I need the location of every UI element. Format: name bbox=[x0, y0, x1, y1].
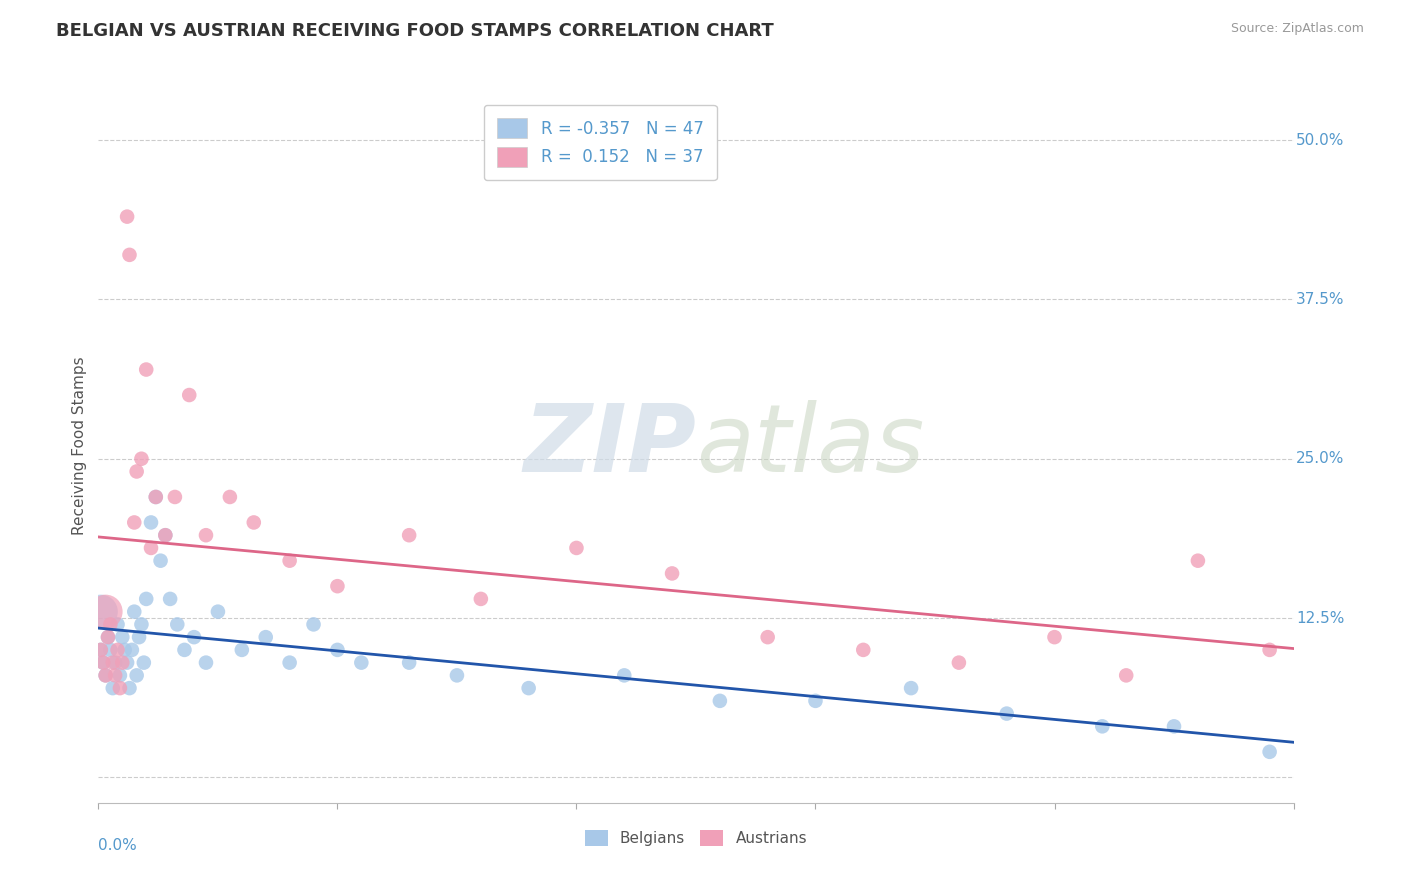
Point bbox=[124, 516, 146, 530]
Text: 0.0%: 0.0% bbox=[98, 838, 138, 854]
Point bbox=[1258, 643, 1281, 657]
Point bbox=[139, 516, 162, 530]
Point bbox=[446, 668, 468, 682]
Point bbox=[101, 656, 124, 670]
Point bbox=[166, 617, 188, 632]
Point bbox=[114, 643, 136, 657]
Point bbox=[231, 643, 253, 657]
Point bbox=[145, 490, 167, 504]
Point bbox=[128, 630, 150, 644]
Point bbox=[517, 681, 540, 695]
Point bbox=[219, 490, 242, 504]
Point bbox=[149, 554, 172, 568]
Legend: Belgians, Austrians: Belgians, Austrians bbox=[579, 824, 813, 852]
Point bbox=[131, 451, 153, 466]
Point bbox=[90, 643, 112, 657]
Point bbox=[104, 656, 127, 670]
Point bbox=[94, 668, 117, 682]
Point bbox=[173, 643, 195, 657]
Point bbox=[125, 465, 148, 479]
Point bbox=[115, 210, 138, 224]
Point bbox=[139, 541, 162, 555]
Point bbox=[91, 656, 114, 670]
Text: ZIP: ZIP bbox=[523, 400, 696, 492]
Point bbox=[107, 617, 129, 632]
Point bbox=[132, 656, 155, 670]
Point bbox=[101, 681, 124, 695]
Point bbox=[108, 681, 131, 695]
Point bbox=[470, 591, 492, 606]
Point bbox=[135, 362, 157, 376]
Point bbox=[125, 668, 148, 682]
Point bbox=[131, 617, 153, 632]
Point bbox=[115, 656, 138, 670]
Point bbox=[565, 541, 588, 555]
Point bbox=[90, 643, 112, 657]
Point bbox=[94, 605, 117, 619]
Point bbox=[278, 656, 301, 670]
Point bbox=[98, 617, 122, 632]
Point bbox=[398, 656, 420, 670]
Point bbox=[97, 630, 120, 644]
Point bbox=[163, 490, 186, 504]
Point bbox=[398, 528, 420, 542]
Text: 25.0%: 25.0% bbox=[1296, 451, 1344, 467]
Point bbox=[111, 656, 134, 670]
Point bbox=[1115, 668, 1137, 682]
Point bbox=[243, 516, 266, 530]
Point bbox=[97, 630, 120, 644]
Point bbox=[948, 656, 970, 670]
Point bbox=[852, 643, 875, 657]
Point bbox=[195, 656, 218, 670]
Point bbox=[326, 579, 349, 593]
Point bbox=[661, 566, 683, 581]
Text: 37.5%: 37.5% bbox=[1296, 292, 1344, 307]
Point bbox=[302, 617, 325, 632]
Point bbox=[121, 643, 143, 657]
Point bbox=[108, 668, 131, 682]
Point bbox=[107, 643, 129, 657]
Text: 50.0%: 50.0% bbox=[1296, 133, 1344, 148]
Point bbox=[159, 591, 181, 606]
Point bbox=[90, 605, 112, 619]
Point bbox=[709, 694, 731, 708]
Point bbox=[155, 528, 177, 542]
Point bbox=[155, 528, 177, 542]
Point bbox=[179, 388, 201, 402]
Point bbox=[613, 668, 636, 682]
Point bbox=[124, 605, 146, 619]
Point bbox=[1187, 554, 1209, 568]
Point bbox=[756, 630, 779, 644]
Point bbox=[195, 528, 218, 542]
Point bbox=[91, 656, 114, 670]
Point bbox=[1091, 719, 1114, 733]
Point bbox=[118, 681, 141, 695]
Point bbox=[350, 656, 373, 670]
Point bbox=[111, 630, 134, 644]
Text: BELGIAN VS AUSTRIAN RECEIVING FOOD STAMPS CORRELATION CHART: BELGIAN VS AUSTRIAN RECEIVING FOOD STAMP… bbox=[56, 22, 773, 40]
Point bbox=[900, 681, 922, 695]
Point bbox=[804, 694, 827, 708]
Text: 12.5%: 12.5% bbox=[1296, 610, 1344, 625]
Text: Source: ZipAtlas.com: Source: ZipAtlas.com bbox=[1230, 22, 1364, 36]
Point bbox=[1258, 745, 1281, 759]
Point bbox=[104, 668, 127, 682]
Point bbox=[254, 630, 277, 644]
Point bbox=[1043, 630, 1066, 644]
Point bbox=[135, 591, 157, 606]
Point bbox=[995, 706, 1018, 721]
Y-axis label: Receiving Food Stamps: Receiving Food Stamps bbox=[72, 357, 87, 535]
Point bbox=[207, 605, 229, 619]
Point bbox=[98, 643, 122, 657]
Point bbox=[326, 643, 349, 657]
Point bbox=[183, 630, 205, 644]
Text: atlas: atlas bbox=[696, 401, 924, 491]
Point bbox=[1163, 719, 1185, 733]
Point bbox=[94, 668, 117, 682]
Point bbox=[118, 248, 141, 262]
Point bbox=[145, 490, 167, 504]
Point bbox=[278, 554, 301, 568]
